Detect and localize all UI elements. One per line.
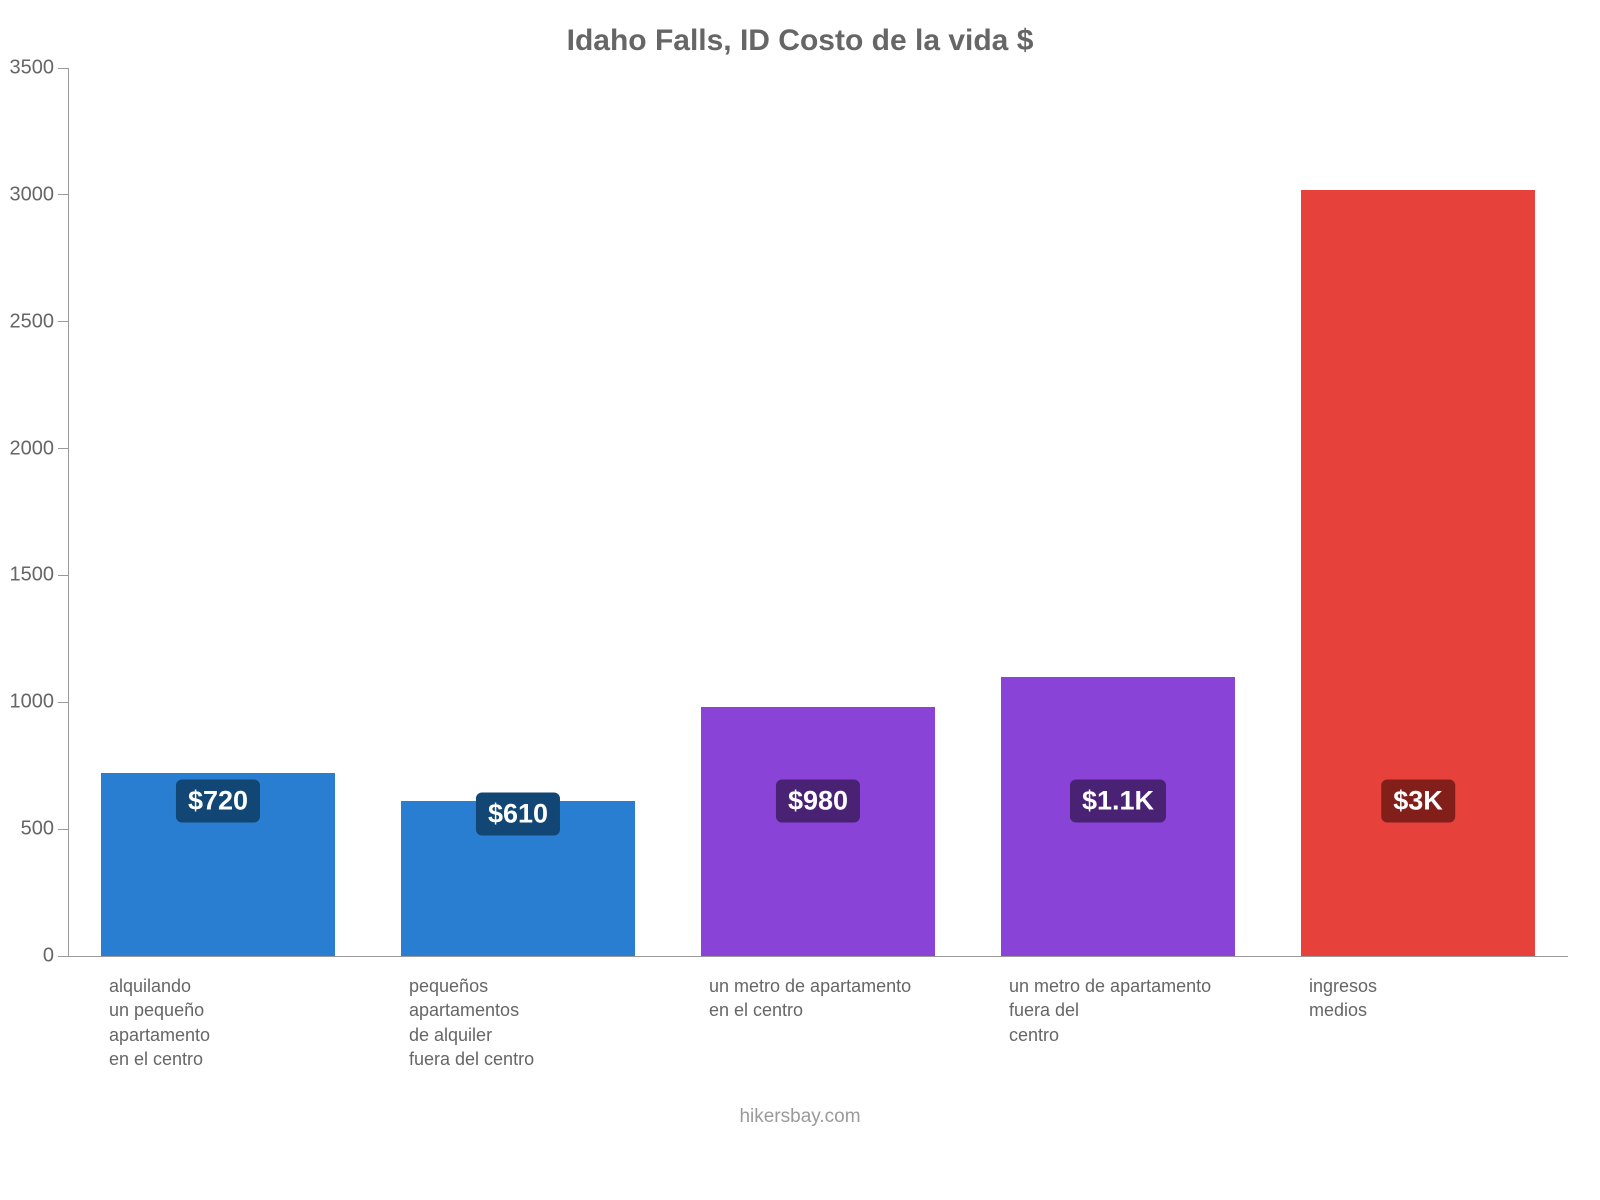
y-tick-mark [58,448,68,449]
cost-of-living-chart: Idaho Falls, ID Costo de la vida $ 05001… [0,0,1600,1200]
bar [1301,190,1535,956]
bar-value-label: $980 [776,780,860,823]
y-tick-mark [58,575,68,576]
x-axis-line [68,956,1568,957]
plot-area: 0500100015002000250030003500$720alquilan… [68,68,1568,956]
y-tick-mark [58,68,68,69]
y-tick-mark [58,956,68,957]
x-category-label: un metro de apartamento en el centro [709,974,985,1023]
bar-value-label: $720 [176,780,260,823]
y-tick-mark [58,829,68,830]
bar-value-label: $1.1K [1070,780,1166,823]
x-category-label: pequeños apartamentos de alquiler fuera … [409,974,685,1071]
y-tick-mark [58,194,68,195]
chart-title: Idaho Falls, ID Costo de la vida $ [0,24,1600,58]
bar-value-label: $610 [476,792,560,835]
y-tick-mark [58,321,68,322]
y-tick-label: 2000 [0,437,54,460]
y-tick-label: 0 [0,945,54,968]
y-tick-label: 1500 [0,564,54,587]
credit-text: hikersbay.com [0,1106,1600,1128]
y-axis-line [68,68,69,956]
y-tick-label: 3000 [0,183,54,206]
x-category-label: ingresos medios [1309,974,1585,1023]
x-category-label: alquilando un pequeño apartamento en el … [109,974,385,1071]
y-tick-label: 1000 [0,691,54,714]
x-category-label: un metro de apartamento fuera del centro [1009,974,1285,1047]
y-tick-label: 2500 [0,310,54,333]
bar-value-label: $3K [1381,780,1455,823]
y-tick-mark [58,702,68,703]
bar [701,707,935,956]
y-tick-label: 500 [0,818,54,841]
y-tick-label: 3500 [0,57,54,80]
